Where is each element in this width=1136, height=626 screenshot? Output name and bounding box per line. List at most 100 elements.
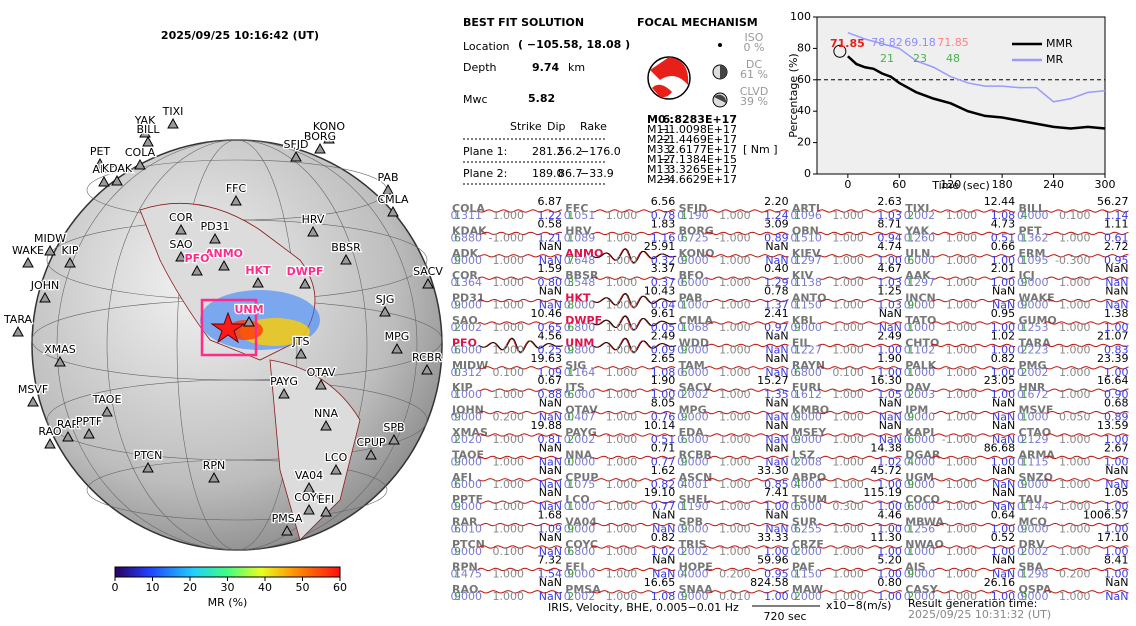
station-marker: [209, 232, 221, 244]
param: 0.000: [904, 411, 936, 424]
station-name: MAW: [792, 583, 823, 596]
station-name: SNZO: [1019, 471, 1053, 484]
param: 0.102: [904, 343, 936, 356]
param: 0.001: [677, 478, 709, 491]
param: 0.297: [904, 276, 936, 289]
waveform: [477, 545, 563, 549]
station-name: INCN: [905, 292, 936, 305]
label: M22:: [647, 133, 674, 146]
amplitude: 1.05: [1104, 486, 1129, 499]
amplitude: 23.05: [984, 374, 1016, 387]
param: 0.000: [904, 478, 936, 491]
station-marker: [382, 183, 394, 195]
ratio: 0.81: [538, 433, 563, 446]
count: 6: [794, 500, 801, 513]
param: 0.000: [564, 455, 596, 468]
plane-value: 86.7: [558, 167, 583, 180]
ratio: 1.05: [877, 388, 902, 401]
param: 0.096: [790, 209, 822, 222]
param: 1.000: [606, 411, 638, 424]
count: 1: [567, 209, 574, 222]
param: 1.000: [493, 343, 525, 356]
station-marker: [421, 363, 433, 375]
param: 0.200: [719, 567, 751, 580]
station-marker: [388, 433, 400, 445]
series-line: [847, 55, 1106, 130]
amplitude: 2.01: [991, 262, 1016, 275]
param: 1.000: [946, 231, 978, 244]
station-name: SJG: [565, 359, 586, 372]
param: 0.100: [1059, 209, 1091, 222]
param: 0.000: [677, 366, 709, 379]
ratio: 0.89: [1104, 411, 1129, 424]
param: 1.000: [719, 523, 751, 536]
ratio: NaN: [992, 433, 1015, 446]
count: 2: [1021, 545, 1028, 558]
param: 0.800: [564, 545, 596, 558]
waveform: [817, 410, 903, 415]
station-name: PMSA: [565, 583, 601, 596]
station-label: VA04: [295, 469, 323, 482]
amplitude: 23.39: [1097, 352, 1129, 365]
param: 1.000: [719, 209, 751, 222]
param: 0.002: [677, 545, 709, 558]
count: 1: [907, 276, 914, 289]
station-label: COLA: [125, 146, 156, 159]
amplitude: 2.20: [764, 195, 789, 208]
amplitude: 1.62: [651, 464, 676, 477]
waveform: [704, 590, 789, 594]
amplitude: 1.90: [651, 374, 676, 387]
ratio: NaN: [992, 299, 1015, 312]
ratio: NaN: [992, 500, 1015, 513]
ratio: NaN: [765, 411, 788, 424]
waveform: [591, 388, 676, 392]
param: 0.008: [790, 455, 822, 468]
count: 6: [454, 523, 461, 536]
amplitude: NaN: [1105, 464, 1128, 477]
label: ( −105.58, 18.08 ): [518, 38, 630, 51]
amplitude: NaN: [992, 553, 1015, 566]
waveform: [931, 298, 1016, 303]
colorbar-tick-label: 60: [333, 581, 347, 594]
station-name: HOPE: [679, 560, 713, 573]
ratio: NaN: [992, 567, 1015, 580]
station-label: RCBR: [412, 351, 442, 364]
waveform: [817, 433, 902, 437]
station-name: ICJ: [1019, 269, 1035, 282]
station-name: OBN: [792, 224, 819, 237]
ratio: 1.54: [538, 567, 563, 580]
param: 1.000: [606, 478, 638, 491]
ratio: 0.77: [651, 500, 676, 513]
graticule: [31, 139, 443, 551]
count: 2: [1021, 343, 1028, 356]
amplitude: 10.14: [644, 419, 676, 432]
param: 1.000: [719, 545, 751, 558]
param: 0.000: [451, 500, 483, 513]
ratio: 1.00: [877, 343, 902, 356]
best-marker: [833, 44, 847, 58]
count: 4: [907, 455, 914, 468]
ratio: NaN: [765, 433, 788, 446]
waveform: [930, 500, 1016, 504]
station-name: SFJD: [679, 202, 708, 215]
station-label: COYC: [294, 491, 324, 504]
count: 9: [1021, 299, 1028, 312]
count: 2: [907, 590, 914, 603]
station-name: ERM: [1019, 247, 1046, 260]
colorbar: [114, 566, 341, 578]
station-name: KIV: [792, 269, 814, 282]
param: -1.000: [942, 433, 977, 446]
param: 0.000: [790, 500, 822, 513]
amplitude: 1.38: [1104, 307, 1129, 320]
footer-text: x10−8(m/s): [826, 599, 891, 612]
ratio: NaN: [1105, 276, 1128, 289]
param: 0.129: [1017, 433, 1049, 446]
station-label: PMSA: [272, 512, 303, 525]
waveform: [477, 276, 563, 280]
waveform: [477, 366, 563, 370]
station-marker: [44, 244, 56, 256]
station-label: SFJD: [283, 138, 308, 151]
station-name: PFO: [452, 336, 477, 349]
count: 4: [1021, 209, 1028, 222]
amplitude: 5.20: [877, 553, 902, 566]
